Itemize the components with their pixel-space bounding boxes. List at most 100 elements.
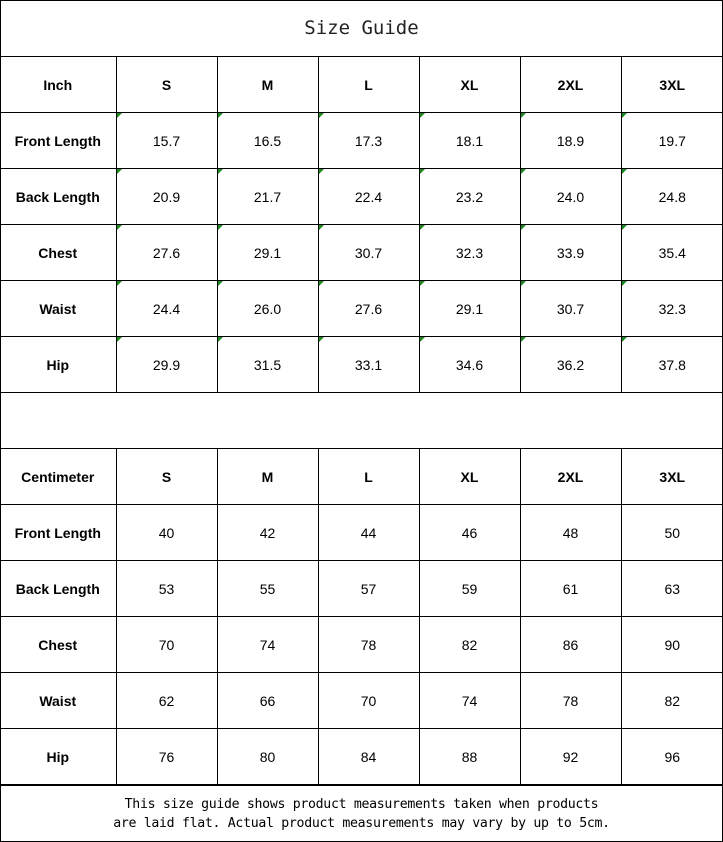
measurement-label: Chest <box>0 224 117 281</box>
measurement-value: 31.5 <box>216 336 319 393</box>
measurement-value: 90 <box>620 616 723 673</box>
measurement-value: 17.3 <box>317 112 420 169</box>
measurement-value: 32.3 <box>418 224 521 281</box>
header-row: Centimeter S M L XL 2XL 3XL <box>0 448 723 505</box>
measurement-value: 29.1 <box>418 280 521 337</box>
measurement-value: 35.4 <box>620 224 723 281</box>
table-row: Front Length 40 42 44 46 48 50 <box>0 504 723 561</box>
measurement-value: 29.1 <box>216 224 319 281</box>
measurement-value: 74 <box>418 672 521 729</box>
size-header: L <box>317 448 420 505</box>
measurement-label: Hip <box>0 728 117 785</box>
measurement-label: Waist <box>0 280 117 337</box>
measurement-value: 30.7 <box>317 224 420 281</box>
measurement-value: 78 <box>519 672 622 729</box>
measurement-value: 96 <box>620 728 723 785</box>
size-header: 3XL <box>620 448 723 505</box>
measurement-value: 62 <box>115 672 218 729</box>
measurement-value: 42 <box>216 504 319 561</box>
measurement-value: 23.2 <box>418 168 521 225</box>
table-row: Hip 29.9 31.5 33.1 34.6 36.2 37.8 <box>0 336 723 393</box>
note-line-2: are laid flat. Actual product measuremen… <box>113 815 610 831</box>
measurement-note: This size guide shows product measuremen… <box>0 785 723 841</box>
measurement-label: Front Length <box>0 504 117 561</box>
measurement-value: 21.7 <box>216 168 319 225</box>
measurement-value: 55 <box>216 560 319 617</box>
measurement-value: 76 <box>115 728 218 785</box>
measurement-value: 15.7 <box>115 112 218 169</box>
measurement-value: 53 <box>115 560 218 617</box>
table-spacer <box>0 392 723 449</box>
header-row: Inch S M L XL 2XL 3XL <box>0 56 723 113</box>
size-header: S <box>115 448 218 505</box>
measurement-label: Waist <box>0 672 117 729</box>
measurement-value: 22.4 <box>317 168 420 225</box>
measurement-value: 26.0 <box>216 280 319 337</box>
measurement-label: Chest <box>0 616 117 673</box>
table-row: Back Length 20.9 21.7 22.4 23.2 24.0 24.8 <box>0 168 723 225</box>
measurement-label: Hip <box>0 336 117 393</box>
measurement-value: 61 <box>519 560 622 617</box>
size-header: 2XL <box>519 448 622 505</box>
table-row: Waist 62 66 70 74 78 82 <box>0 672 723 729</box>
measurement-value: 29.9 <box>115 336 218 393</box>
size-header: 3XL <box>620 56 723 113</box>
size-header: XL <box>418 56 521 113</box>
size-header: S <box>115 56 218 113</box>
measurement-label: Front Length <box>0 112 117 169</box>
table-row: Chest 70 74 78 82 86 90 <box>0 616 723 673</box>
measurement-label: Back Length <box>0 168 117 225</box>
size-header: M <box>216 56 319 113</box>
measurement-value: 27.6 <box>317 280 420 337</box>
table-row: Back Length 53 55 57 59 61 63 <box>0 560 723 617</box>
note-line-1: This size guide shows product measuremen… <box>124 796 599 812</box>
measurement-value: 80 <box>216 728 319 785</box>
measurement-label: Back Length <box>0 560 117 617</box>
measurement-value: 63 <box>620 560 723 617</box>
unit-header: Inch <box>0 56 117 113</box>
measurement-value: 40 <box>115 504 218 561</box>
page-title: Size Guide <box>0 0 723 57</box>
measurement-value: 66 <box>216 672 319 729</box>
size-header: M <box>216 448 319 505</box>
measurement-value: 32.3 <box>620 280 723 337</box>
table-row: Hip 76 80 84 88 92 96 <box>0 728 723 785</box>
measurement-value: 57 <box>317 560 420 617</box>
measurement-value: 27.6 <box>115 224 218 281</box>
inch-size-table: Inch S M L XL 2XL 3XL Front Length 15.7 16.5 17.3 1… <box>0 56 723 393</box>
measurement-value: 16.5 <box>216 112 319 169</box>
size-header: 2XL <box>519 56 622 113</box>
measurement-value: 50 <box>620 504 723 561</box>
measurement-value: 82 <box>620 672 723 729</box>
table-row: Front Length 15.7 16.5 17.3 18.1 18.9 19.7 <box>0 112 723 169</box>
measurement-value: 24.4 <box>115 280 218 337</box>
centimeter-size-table: Centimeter S M L XL 2XL 3XL Front Length 40 42 44 4… <box>0 448 723 785</box>
table-row: Waist 24.4 26.0 27.6 29.1 30.7 32.3 <box>0 280 723 337</box>
measurement-value: 19.7 <box>620 112 723 169</box>
size-header: L <box>317 56 420 113</box>
measurement-value: 84 <box>317 728 420 785</box>
measurement-value: 33.9 <box>519 224 622 281</box>
measurement-value: 48 <box>519 504 622 561</box>
measurement-value: 30.7 <box>519 280 622 337</box>
measurement-value: 78 <box>317 616 420 673</box>
measurement-value: 24.0 <box>519 168 622 225</box>
measurement-value: 74 <box>216 616 319 673</box>
measurement-value: 34.6 <box>418 336 521 393</box>
measurement-value: 70 <box>115 616 218 673</box>
unit-header: Centimeter <box>0 448 117 505</box>
measurement-value: 36.2 <box>519 336 622 393</box>
measurement-value: 18.1 <box>418 112 521 169</box>
measurement-value: 88 <box>418 728 521 785</box>
measurement-value: 46 <box>418 504 521 561</box>
measurement-value: 33.1 <box>317 336 420 393</box>
measurement-value: 44 <box>317 504 420 561</box>
measurement-value: 37.8 <box>620 336 723 393</box>
measurement-value: 20.9 <box>115 168 218 225</box>
measurement-value: 92 <box>519 728 622 785</box>
measurement-value: 24.8 <box>620 168 723 225</box>
measurement-value: 70 <box>317 672 420 729</box>
measurement-value: 59 <box>418 560 521 617</box>
measurement-value: 18.9 <box>519 112 622 169</box>
size-header: XL <box>418 448 521 505</box>
